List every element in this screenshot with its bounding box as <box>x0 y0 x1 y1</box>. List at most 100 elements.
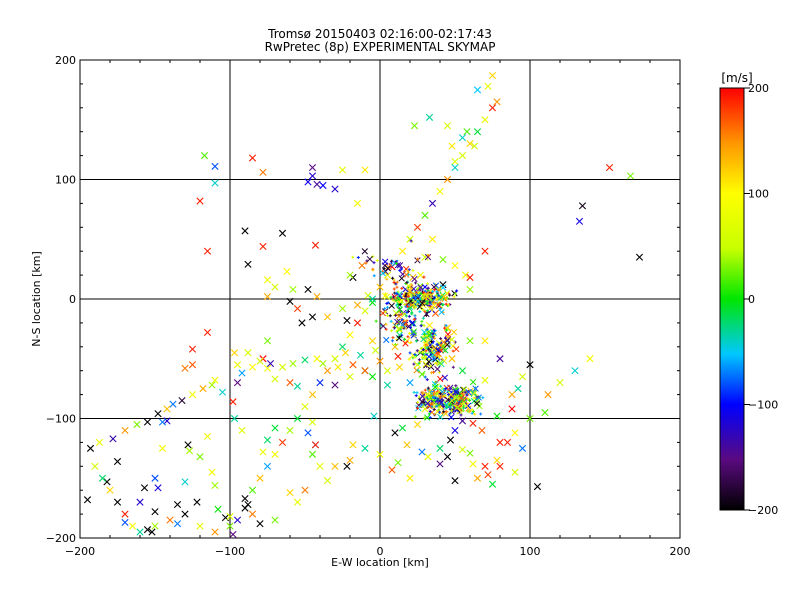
data-point <box>349 361 357 369</box>
data-point <box>466 273 474 282</box>
data-point <box>293 414 302 423</box>
data-point <box>445 296 449 300</box>
data-point <box>453 345 460 353</box>
data-point <box>447 398 451 402</box>
data-point <box>121 426 129 435</box>
data-point <box>412 362 416 366</box>
data-point <box>148 528 156 536</box>
data-point <box>391 336 395 340</box>
data-point <box>398 302 402 306</box>
data-point <box>331 355 339 363</box>
data-point <box>334 363 342 371</box>
data-point <box>410 122 419 130</box>
y-tick-label: 200 <box>55 54 76 67</box>
data-point <box>405 281 409 285</box>
data-point <box>425 353 433 360</box>
data-point <box>481 376 489 384</box>
data-point <box>421 372 425 376</box>
data-point <box>398 275 405 282</box>
data-point <box>454 384 458 388</box>
data-point <box>416 368 420 372</box>
data-point <box>427 412 431 416</box>
data-point <box>419 324 423 328</box>
data-point <box>184 441 192 449</box>
data-point <box>451 163 459 172</box>
data-point <box>311 441 320 449</box>
data-point <box>244 260 252 268</box>
data-point <box>319 359 327 368</box>
data-point <box>470 142 479 150</box>
data-point <box>453 292 457 296</box>
data-point <box>421 350 425 354</box>
data-point <box>361 166 369 174</box>
data-point <box>425 378 429 382</box>
data-point <box>415 298 422 305</box>
data-point <box>368 298 377 307</box>
data-point <box>266 359 275 368</box>
data-point <box>395 335 403 342</box>
data-point <box>444 355 448 359</box>
data-point <box>385 277 389 281</box>
data-point <box>408 286 412 290</box>
data-point <box>488 71 497 80</box>
data-point <box>211 162 219 170</box>
data-point <box>420 390 424 394</box>
data-point <box>248 486 257 494</box>
data-point <box>430 283 438 291</box>
data-point <box>109 435 117 443</box>
data-point <box>425 113 434 121</box>
data-point <box>98 474 107 482</box>
data-point <box>384 322 388 326</box>
data-point <box>256 357 264 365</box>
data-point <box>450 409 454 413</box>
data-point <box>390 339 394 343</box>
data-point <box>411 275 418 283</box>
data-point <box>421 211 429 219</box>
data-point <box>416 257 420 261</box>
data-point <box>443 453 452 461</box>
data-point <box>396 296 400 300</box>
data-point <box>415 391 419 395</box>
data-point <box>424 400 431 407</box>
data-point <box>452 388 460 395</box>
data-point <box>356 351 365 359</box>
data-point <box>435 294 442 301</box>
data-point <box>226 522 234 530</box>
data-point <box>424 453 432 461</box>
colorbar-tick-label: 0 <box>748 293 755 306</box>
data-point <box>289 285 297 294</box>
data-point <box>404 294 408 298</box>
data-point <box>331 185 339 193</box>
data-point <box>424 313 428 317</box>
data-point <box>478 426 486 435</box>
data-point <box>113 498 122 506</box>
data-point <box>376 450 384 458</box>
data-point <box>518 373 527 381</box>
data-point <box>418 360 422 364</box>
data-point <box>386 305 390 309</box>
data-point <box>413 314 417 318</box>
colorbar-label: [m/s] <box>721 71 752 85</box>
data-point <box>400 286 404 290</box>
data-point <box>406 379 414 387</box>
data-point <box>83 496 92 504</box>
data-point <box>426 282 430 286</box>
data-point <box>396 306 403 313</box>
data-point <box>368 373 377 381</box>
data-point <box>605 163 614 172</box>
chart-subtitle: RwPretec (8p) EXPERIMENTAL SKYMAP <box>265 40 496 54</box>
data-point <box>484 82 492 90</box>
data-point <box>390 329 394 333</box>
data-point <box>391 298 395 302</box>
data-point <box>427 254 431 258</box>
data-point <box>316 379 324 387</box>
data-point <box>384 265 392 272</box>
data-point <box>511 468 519 476</box>
data-point <box>422 356 426 360</box>
data-point <box>403 271 410 278</box>
data-point <box>426 386 430 390</box>
data-point <box>188 361 197 369</box>
data-point <box>95 438 104 446</box>
data-point <box>379 270 387 277</box>
